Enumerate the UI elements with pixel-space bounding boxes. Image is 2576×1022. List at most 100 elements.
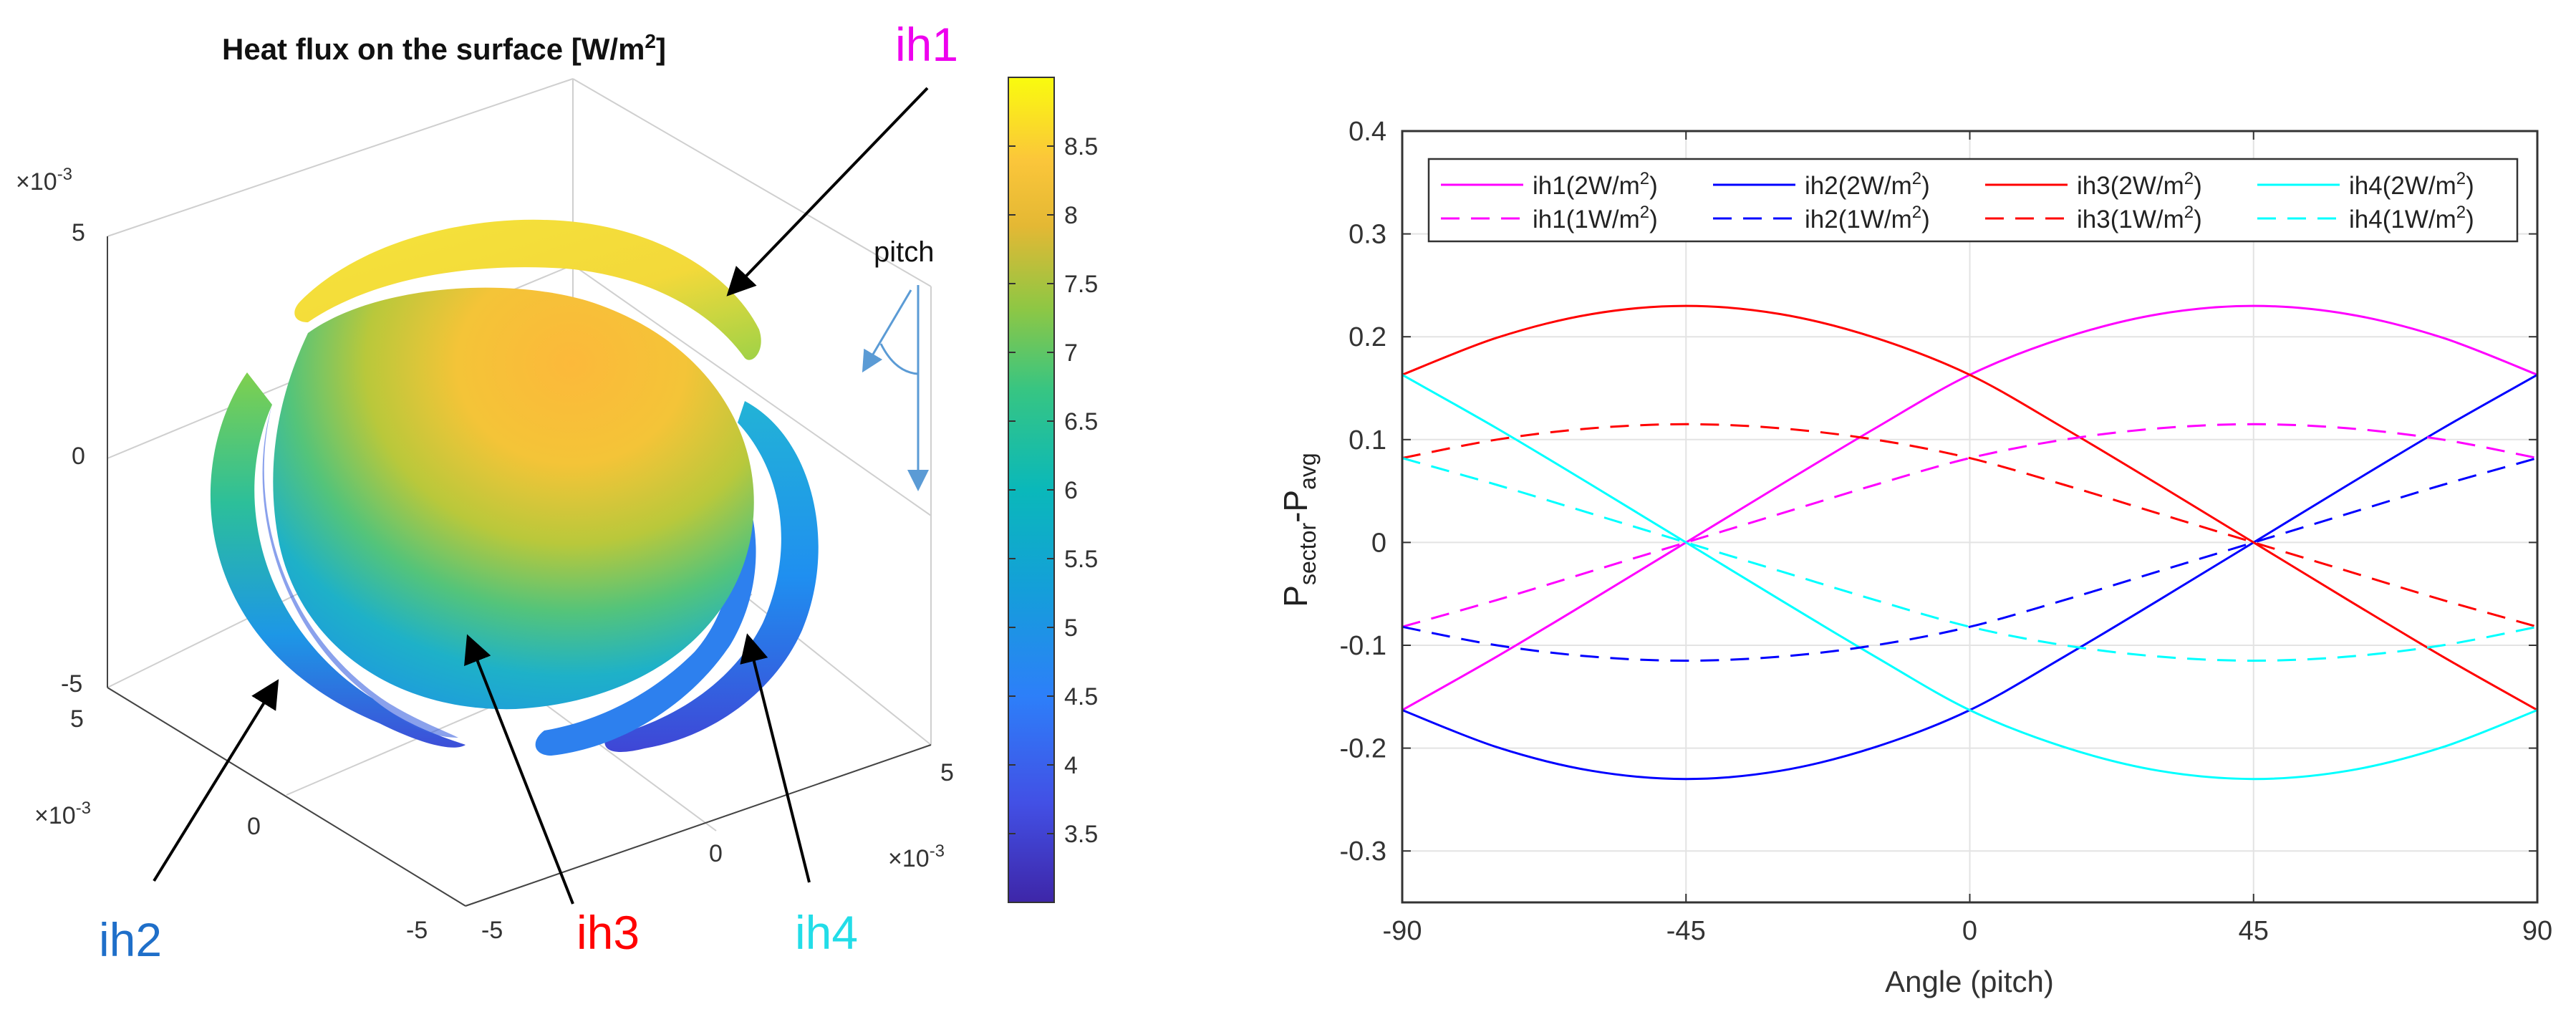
legend-label-end: ): [1649, 206, 1658, 233]
legend-label: ih1(1W/m2): [1533, 203, 1658, 233]
legend-label-end: ): [1649, 172, 1658, 200]
y-tick-label: 0.1: [1349, 425, 1386, 455]
legend-label: ih2(1W/m2): [1805, 203, 1930, 233]
line-chart: -90 -45 0 45 90 -0.3 -0.2 -0.1 0 0.1 0.2 0.3 0.4 Ang…: [1277, 117, 2553, 998]
y-tick-label: 0.4: [1349, 117, 1386, 147]
colorbar-tick-label: 4: [1064, 752, 1078, 779]
legend-label: ih4(1W/m2): [2349, 203, 2474, 233]
legend-label-end: ): [1921, 172, 1930, 200]
ih3-sphere-shape: [273, 287, 754, 710]
legend-box: [1427, 158, 2519, 243]
legend-label-end: ): [2466, 172, 2474, 200]
legend-label: ih3(1W/m2): [2077, 203, 2202, 233]
colorbar-tick-label: 8.5: [1064, 133, 1098, 160]
legend-label: ih4(2W/m2): [2349, 169, 2474, 200]
pitch-indicator: pitch: [862, 236, 935, 491]
series-line-ih1-1w: [1402, 423, 2538, 628]
legend-label-text: ih3(2W/m: [2077, 172, 2184, 200]
x-tick-label: -5: [406, 917, 428, 944]
colorbar-ticks: 8.5 8 7.5 7 6.5 6 5.5 5 4.5 4 3.5: [1008, 133, 1098, 848]
callout-ih2: ih2: [99, 913, 162, 966]
callout-ih1: ih1: [895, 18, 958, 71]
tick-labels: -90 -45 0 45 90 -0.3 -0.2 -0.1 0 0.1 0.2 0.3 0.4: [1340, 117, 2553, 946]
colorbar: 8.5 8 7.5 7 6.5 6 5.5 5 4.5 4 3.5: [1008, 77, 1098, 903]
x-tick-label: 90: [2522, 916, 2552, 946]
series-line-ih3-1w: [1402, 423, 2538, 628]
legend-label: ih3(2W/m2): [2077, 169, 2202, 200]
legend-label-text: ih4(1W/m: [2349, 206, 2456, 233]
legend-label-sup: 2: [2184, 203, 2194, 222]
colorbar-tick-label: 4.5: [1064, 683, 1098, 710]
y-exponent: ×10-3: [888, 842, 945, 872]
series-lines: [1402, 304, 2538, 781]
legend-label-text: ih3(1W/m: [2077, 206, 2184, 233]
colorbar-tick-label: 6: [1064, 477, 1078, 504]
legend-label-text: ih1(1W/m: [1533, 206, 1640, 233]
y-tick-label: -5: [481, 917, 503, 944]
power-deviation-chart: -90 -45 0 45 90 -0.3 -0.2 -0.1 0 0.1 0.2 0.3 0.4 Ang…: [1117, 0, 2576, 1018]
legend-label-sup: 2: [1912, 169, 1921, 188]
z-exponent: ×10-3: [16, 165, 72, 196]
y-tick-label: 0: [1371, 528, 1386, 558]
pitch-angle-arc: [879, 343, 919, 375]
legend-label-sup: 2: [2184, 169, 2194, 188]
colorbar-tick-label: 5.5: [1064, 546, 1098, 573]
x-exponent: ×10-3: [34, 799, 91, 829]
series-line-ih4-2w: [1402, 373, 2538, 781]
heat-flux-figure: Heat flux on the surface [W/m2] ×10-3 5 …: [0, 0, 1117, 1018]
colorbar-tick-label: 7: [1064, 339, 1078, 367]
legend-label-end: ): [2466, 206, 2474, 233]
x-tick-label: 0: [1962, 916, 1977, 946]
legend: ih1(2W/m2) ih2(2W/m2) ih3(2W/m2) ih4(2W/m2)…: [1427, 158, 2519, 243]
legend-items: ih1(2W/m2) ih2(2W/m2) ih3(2W/m2) ih4(2W/m2)…: [1441, 169, 2474, 233]
y-axis-label: Psector-Pavg: [1277, 453, 1321, 607]
callout-arrow-ih4: [740, 633, 811, 883]
x-tick-label: -90: [1383, 916, 1422, 946]
colorbar-tick-label: 5: [1064, 614, 1078, 642]
callout-ih3: ih3: [577, 906, 640, 959]
x-tick-label: 5: [70, 705, 84, 733]
legend-label-sup: 2: [1912, 203, 1921, 222]
z-tick-label: 0: [72, 443, 85, 470]
callout-arrow-ih1: [726, 87, 929, 297]
series-line-ih2-2w: [1402, 373, 2538, 781]
callout-ih4: ih4: [795, 906, 858, 959]
series-line-ih3-2w: [1402, 304, 2538, 711]
ih2-arc-shape: [210, 372, 465, 748]
y-tick-label: -0.2: [1340, 734, 1386, 764]
legend-label-sup: 2: [1640, 203, 1649, 222]
ih4-arc-inner: [535, 437, 756, 756]
colorbar-tick-label: 8: [1064, 202, 1078, 229]
y-tick-label: 0: [709, 840, 723, 867]
legend-label-sup: 2: [1640, 169, 1649, 188]
z-tick-label: 5: [72, 219, 85, 246]
x-tick-label: 45: [2239, 916, 2269, 946]
colorbar-tick-label: 7.5: [1064, 271, 1098, 298]
x-axis-label: Angle (pitch): [1885, 965, 2054, 998]
colorbar-tick-label: 6.5: [1064, 408, 1098, 435]
x-tick-label: -45: [1666, 916, 1706, 946]
legend-label-text: ih2(2W/m: [1805, 172, 1912, 200]
colorbar-tick-label: 3.5: [1064, 821, 1098, 848]
legend-label: ih1(2W/m2): [1533, 169, 1658, 200]
legend-label-sup: 2: [2456, 203, 2466, 222]
pitch-label: pitch: [874, 236, 935, 268]
z-tick-label: -5: [61, 670, 82, 698]
y-tick-label: -0.1: [1340, 631, 1386, 661]
legend-label-end: ): [2194, 206, 2202, 233]
x-tick-label: 0: [247, 813, 261, 840]
legend-label-sup: 2: [2456, 169, 2466, 188]
y-tick-label: -0.3: [1340, 837, 1386, 867]
y-tick-label: 0.3: [1349, 220, 1386, 250]
ih1-arc-shape: [294, 219, 761, 360]
heat-flux-3d-plot: Heat flux on the surface [W/m2] ×10-3 5 …: [16, 18, 1098, 966]
legend-label-text: ih1(2W/m: [1533, 172, 1640, 200]
legend-label-end: ): [1921, 206, 1930, 233]
y-tick-label: 0.2: [1349, 322, 1386, 352]
series-line-ih4-1w: [1402, 457, 2538, 662]
callout-arrow-ih3: [464, 634, 574, 905]
legend-label-text: ih4(2W/m: [2349, 172, 2456, 200]
legend-label-text: ih2(1W/m: [1805, 206, 1912, 233]
legend-label: ih2(2W/m2): [1805, 169, 1930, 200]
plot-title: Heat flux on the surface [W/m2]: [222, 30, 666, 66]
